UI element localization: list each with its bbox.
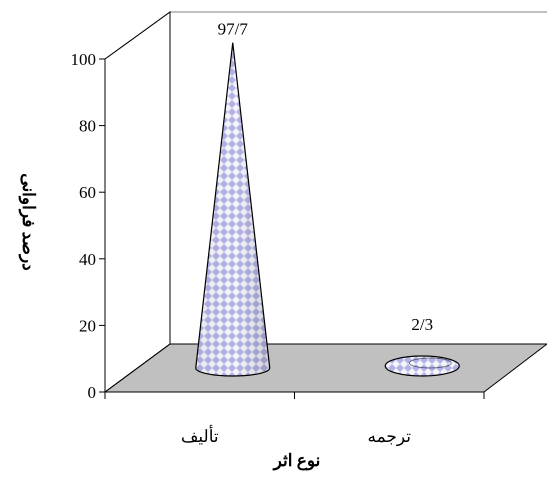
x-tick-label: ترجمه [367, 427, 411, 447]
side-wall [104, 11, 171, 393]
chart-frame [103, 11, 547, 393]
y-ticks: 0 20 40 60 80 100 [71, 50, 105, 402]
data-label: 97/7 [218, 20, 249, 39]
cone-mark [195, 42, 271, 377]
y-tick-label: 40 [79, 250, 96, 269]
y-tick-label: 80 [79, 117, 96, 136]
x-axis-title: نوع اثر [272, 451, 321, 471]
x-ticks: تألیف ترجمه [104, 392, 485, 447]
cones [195, 42, 460, 377]
x-tick-label: تألیف [181, 424, 219, 446]
data-labels: 97/7 2/3 [218, 20, 433, 334]
y-axis-title: درصد فراوانی [18, 173, 38, 270]
y-tick-label: 100 [71, 50, 97, 69]
data-label: 2/3 [411, 315, 433, 334]
chart-floor [103, 343, 547, 393]
y-tick-label: 60 [79, 183, 96, 202]
cone-mark [384, 355, 460, 377]
y-tick-label: 0 [88, 383, 97, 402]
y-tick-label: 20 [79, 316, 96, 335]
